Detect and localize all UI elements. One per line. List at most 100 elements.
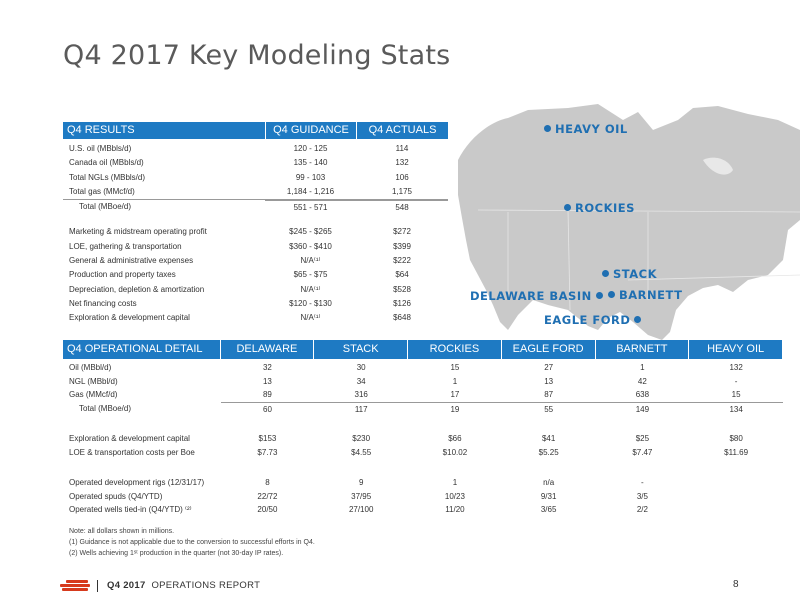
row-label: Net financing costs <box>69 298 137 308</box>
cell: $66 <box>448 434 462 443</box>
cell: 13 <box>262 376 272 386</box>
row-label: Total (MBoe/d) <box>79 202 132 212</box>
cell: 42 <box>637 376 647 386</box>
cell: $5.25 <box>538 447 559 457</box>
cell: 1 <box>452 478 458 487</box>
location-dot-icon <box>608 291 615 298</box>
cell: 9/31 <box>540 491 557 501</box>
table-row-total: Total (MBoe/d) 60 117 19 55 149 134 <box>63 401 783 416</box>
actual-value: $528 <box>393 284 411 294</box>
cell: - <box>734 376 738 386</box>
header-heavy-oil: HEAVY OIL <box>689 340 782 359</box>
results-header-row: Q4 RESULTS Q4 GUIDANCE Q4 ACTUALS <box>63 122 448 139</box>
row-label: Canada oil (MBbls/d) <box>69 158 144 168</box>
row-label: U.S. oil (MBbls/d) <box>69 144 132 153</box>
cell: 27 <box>544 363 554 372</box>
header-stack: STACK <box>314 340 408 359</box>
page-title: Q4 2017 Key Modeling Stats <box>63 40 451 71</box>
cell: 15 <box>731 390 741 399</box>
guidance-value: $360 - $410 <box>289 241 332 251</box>
guidance-value: 551 - 571 <box>265 200 356 213</box>
cell: 55 <box>501 401 596 416</box>
map-label-heavy-oil: HEAVY OIL <box>540 122 628 136</box>
actual-value: $272 <box>393 227 411 237</box>
table-row: Marketing & midstream operating profit $2… <box>63 225 448 239</box>
table-row: Net financing costs $120 - $130 $126 <box>63 297 448 311</box>
cell: 132 <box>729 363 743 372</box>
cell: 60 <box>220 401 315 416</box>
guidance-value: 99 - 103 <box>295 172 326 182</box>
footer-divider <box>97 580 98 592</box>
guidance-value: N/A⁽¹⁾ <box>300 256 321 266</box>
map-label-rockies: ROCKIES <box>560 201 635 215</box>
guidance-value: N/A⁽¹⁾ <box>300 284 321 294</box>
cell: 1 <box>640 363 645 372</box>
table-row: Gas (MMcf/d) 89 316 17 87 638 15 <box>63 388 783 402</box>
cell: $80 <box>729 434 743 443</box>
cell: 8 <box>265 478 270 487</box>
actual-value: $648 <box>393 313 411 323</box>
cell: 10/23 <box>444 491 465 501</box>
cell: 89 <box>262 390 272 399</box>
row-label: LOE, gathering & transportation <box>69 241 182 251</box>
page-number: 8 <box>733 579 739 590</box>
table-row: Exploration & development capital $153 $23… <box>63 432 783 446</box>
table-row: Operated development rigs (12/31/17) 8 9 1 n… <box>63 476 783 490</box>
cell <box>689 490 783 504</box>
row-label: Operated wells tied-in (Q4/YTD) ⁽²⁾ <box>69 505 192 514</box>
row-label: Exploration & development capital <box>69 313 190 323</box>
location-dot-icon <box>544 125 551 132</box>
row-label: General & administrative expenses <box>69 256 194 266</box>
location-dot-icon <box>634 316 642 323</box>
row-label: Total NGLs (MBbls/d) <box>69 172 146 182</box>
cell: 27/100 <box>348 505 374 514</box>
cell: 1 <box>452 376 458 386</box>
page-footer: Q4 2017 OPERATIONS REPORT 8 <box>0 572 800 600</box>
row-label: Marketing & midstream operating profit <box>69 227 207 237</box>
footnotes: Note: all dollars shown in millions. (1)… <box>63 526 783 559</box>
table-row: LOE & transportation costs per Boe $7.73 $… <box>63 446 783 460</box>
actual-value: $399 <box>393 241 411 251</box>
row-label: Production and property taxes <box>69 270 176 280</box>
cell: 34 <box>356 376 366 386</box>
table-row: Operated spuds (Q4/YTD) 22/72 37/95 10/23 9/… <box>63 490 783 504</box>
actual-value: $126 <box>393 298 411 308</box>
map-label-delaware-basin: DELAWARE BASIN <box>470 289 607 303</box>
row-label: Oil (MBbl/d) <box>69 363 112 372</box>
row-label: Exploration & development capital <box>69 434 190 443</box>
location-dot-icon <box>602 270 609 277</box>
operational-header-row: Q4 OPERATIONAL DETAIL DELAWARE BASIN STA… <box>63 340 783 374</box>
cell: 19 <box>408 401 502 416</box>
footnote: Note: all dollars shown in millions. <box>69 527 175 535</box>
guidance-value: $65 - $75 <box>293 270 328 280</box>
cell: - <box>641 478 644 487</box>
guidance-value: $245 - $265 <box>289 227 332 237</box>
actual-value: 548 <box>356 200 448 213</box>
row-label: Total gas (MMcf/d) <box>69 186 135 196</box>
row-label: LOE & transportation costs per Boe <box>69 447 195 457</box>
actual-value: 1,175 <box>391 186 413 196</box>
cell: 149 <box>595 401 690 416</box>
footnote: (2) Wells achieving 1ˢᵗ production in th… <box>69 549 284 557</box>
cell: $4.55 <box>351 447 372 457</box>
table-row: Oil (MBbl/d) 32 30 15 27 1 132 <box>63 361 783 375</box>
results-header-guidance: Q4 GUIDANCE <box>266 122 356 139</box>
guidance-value: 135 - 140 <box>293 158 328 168</box>
cell: 9 <box>358 478 364 487</box>
cell: $7.73 <box>257 447 278 457</box>
actual-value: 114 <box>395 144 409 153</box>
cell: 13 <box>544 376 554 386</box>
header-delaware-basin: DELAWARE BASIN <box>220 340 314 374</box>
cell: 15 <box>450 363 460 372</box>
operational-header-label: Q4 OPERATIONAL DETAIL <box>63 340 220 359</box>
cell: 22/72 <box>257 491 278 501</box>
map-shape <box>458 104 800 340</box>
table-row: LOE, gathering & transportation $360 - $4… <box>63 240 448 254</box>
cell: n/a <box>543 478 555 487</box>
cell: 87 <box>544 390 554 399</box>
cell: 134 <box>689 401 783 416</box>
report-name: Q4 2017 OPERATIONS REPORT <box>107 580 261 591</box>
cell: 20/50 <box>257 505 278 514</box>
location-dot-icon <box>595 292 603 299</box>
header-barnett: BARNETT <box>595 340 689 359</box>
